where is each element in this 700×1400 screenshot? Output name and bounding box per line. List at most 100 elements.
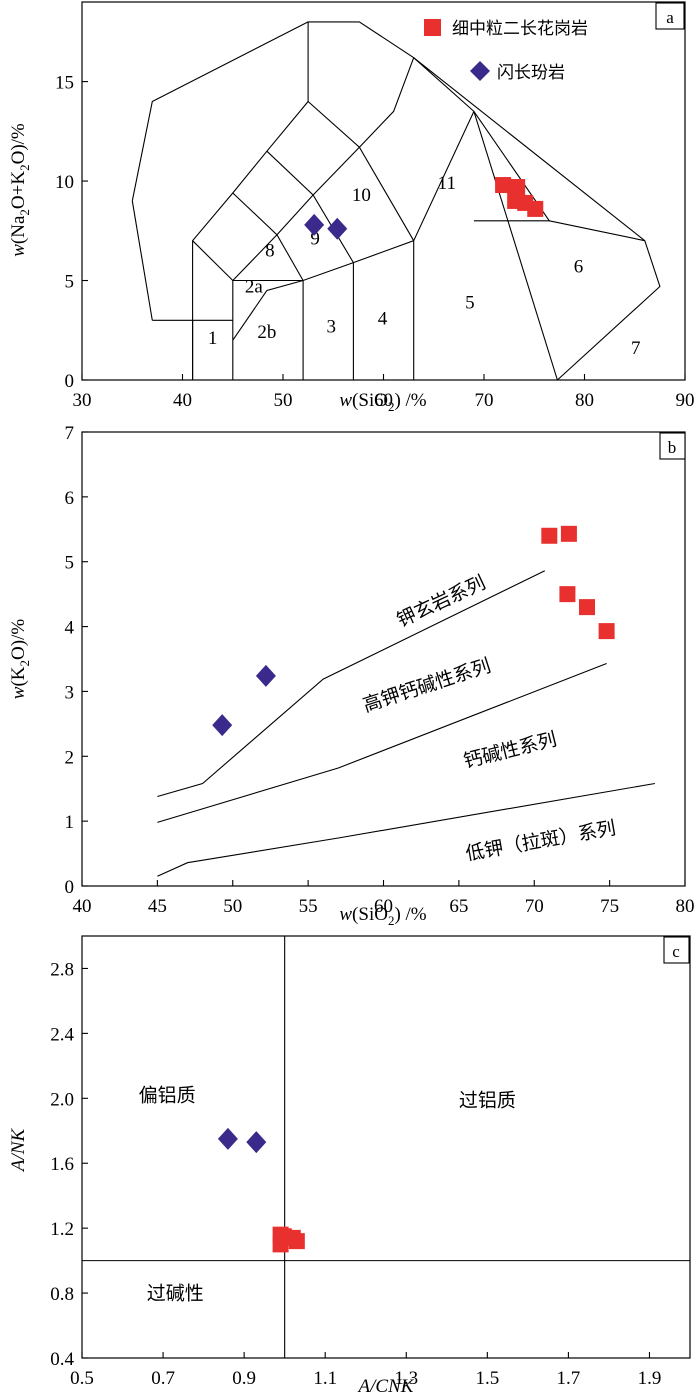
panel-a-y-tick-label: 0 [65,371,75,392]
panel-b-x-axis-label: w(SiO2) /% [339,904,426,928]
panel-a-x-tick-label: 50 [274,390,293,411]
panel-a-granite-point [495,177,512,194]
panel-a-label: a [666,8,674,27]
panel-b-granite-point [579,599,596,616]
panel-b-series-boundary [157,782,655,877]
panel-b-label: b [668,438,677,457]
panel-a-x-tick-label: 40 [173,390,192,411]
panel-c-x-tick-label: 1.5 [475,1368,499,1389]
panel-a-field-boundary [232,192,304,281]
panel-b-series-label: 钾玄岩系列 [394,572,489,632]
panel-b-x-tick-label: 75 [600,896,619,917]
legend-diorite-label: 闪长玢岩 [497,63,565,83]
panel-c-y-tick-label: 1.6 [50,1154,74,1175]
panel-b-label-box [659,432,686,460]
legend-granite-label: 细中粒二长花岗岩 [452,19,588,39]
panel-b-series-boundaries [157,570,655,877]
panel-c-frame [81,935,691,1359]
panel-a-field-boundary [131,21,309,202]
panel-b-x-tick-label: 55 [299,896,318,917]
panel-a-field-boundary [549,220,645,242]
panel-c-boundaries [82,936,690,1358]
legend: 细中粒二长花岗岩 闪长玢岩 [424,19,588,83]
panel-a-x-axis-label: w(SiO2) /% [339,390,426,414]
panel-a-field-boundary [131,200,153,321]
panel-b-points [212,525,615,737]
panel-a-field-label: 10 [352,185,371,206]
panel-a-field-label: 3 [326,316,336,337]
panel-b-y-axis-label: w(K2O)/% [8,619,32,700]
panel-b-y-tick-label: 1 [65,812,75,833]
panel-c-diorite-point [246,1131,267,1154]
panel-c-x-tick-label: 1.9 [638,1368,662,1389]
panel-b-granite-point [559,586,576,603]
panel-c-x-tick-label: 1.1 [313,1368,337,1389]
panel-c-region-label: 过铝质 [459,1089,516,1111]
panel-a-field-labels: 1 2a 2b 3 4 5 6 7 8 9 10 11 [208,173,641,359]
panel-a-field-label: 11 [438,173,456,194]
panel-a-field-label: 8 [265,241,275,262]
panel-a-field-label: 9 [310,229,320,250]
panel-a-y-tick-label: 5 [65,272,75,293]
panel-a-tas-field-boundaries [131,21,661,381]
panel-a-field-boundary [192,111,475,282]
panel-c-granite-point [272,1236,289,1253]
panel-a-field-label: 5 [465,292,475,313]
panel-a-field-boundary [413,57,661,381]
panel-a-diorite-point [304,213,325,236]
panel-b-series-boundary [157,570,546,798]
panel-a-x-tick-label: 80 [575,390,594,411]
panel-b-x-tick-label: 40 [73,896,92,917]
panel-a-field-boundary [232,57,415,281]
panel-a-field-label: 6 [574,257,584,278]
panel-b-y-tick-label: 6 [65,488,75,509]
panel-b-diorite-point [255,664,276,687]
panel-b-diorite-point [212,714,233,737]
panel-c-y-tick-label: 2.0 [50,1089,74,1110]
panel-c-y-tick-label: 2.8 [50,959,74,980]
panel-b-series-boundary [157,662,607,823]
panel-c-y-tick-label: 0.4 [50,1349,74,1370]
panel-c-diorite-point [217,1127,238,1150]
panel-a-field-boundary [192,21,558,381]
panel-a-y-tick-label: 10 [55,172,74,193]
panel-b-y-tick-label: 0 [65,877,75,898]
panel-a-diorite-point [327,217,348,240]
panel-a-field-label: 7 [631,338,641,359]
panel-c-label: c [672,942,680,961]
panel-b-series-label: 低钾（拉斑）系列 [464,817,618,865]
panel-c-y-axis-label: A/NK [8,1128,29,1174]
panel-c-x-tick-label: 0.9 [232,1368,256,1389]
panel-c-x-tick-label: 0.5 [70,1368,94,1389]
panel-a-field-label: 1 [208,328,218,349]
panel-b-y-tick-label: 5 [65,553,75,574]
panel-b-y-tick-label: 4 [65,618,75,639]
panel-a-field-label: 2a [245,276,264,297]
panel-a-x-tick-label: 60 [374,390,393,411]
panel-b-x-tick-label: 50 [223,896,242,917]
panel-a-field-boundary [307,101,415,241]
panel-a-field-label: 2b [257,322,276,343]
panel-a-field-boundary [232,279,304,341]
panel-b-x-tick-label: 60 [374,896,393,917]
panel-c-granite-point [288,1233,305,1250]
panel-b-x-tick-label: 70 [525,896,544,917]
legend-granite-marker [424,19,441,36]
panel-a-field-label: 4 [378,308,388,329]
panel-c-region-label: 偏铝质 [139,1085,196,1107]
panel-a-granite-point [527,200,544,217]
panel-b-y-tick-label: 3 [65,682,75,703]
panel-c-points [217,1127,305,1253]
panel-a-label-box [655,2,685,30]
panel-b-granite-point [598,623,615,640]
panel-c: 0.5 0.7 0.9 1.1 1.3 1.5 1.7 1.9 0.4 0.8 1.2 1.6 2.0 2… [8,935,691,1397]
panel-a-granite-point [509,179,526,196]
panel-c-y-tick-label: 0.8 [50,1284,74,1305]
